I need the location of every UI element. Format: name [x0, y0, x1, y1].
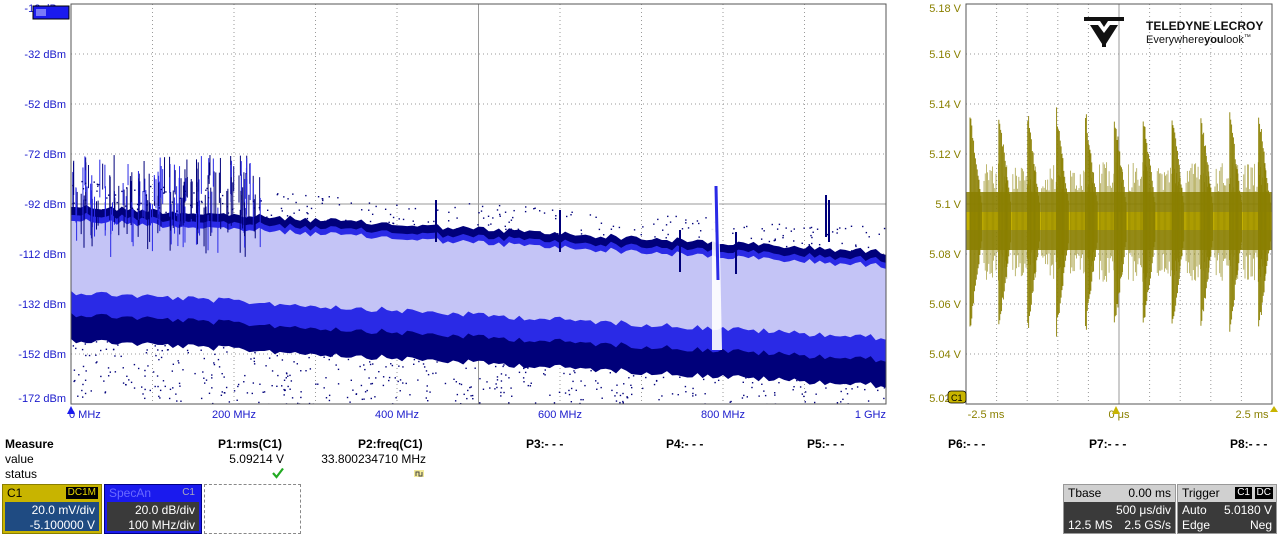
- spectrum-x-label: 800 MHz: [701, 409, 745, 421]
- spectrum-x-label: 400 MHz: [375, 409, 419, 421]
- param-p7-name[interactable]: P7:- - -: [1089, 437, 1127, 451]
- timebase-delay: 0.00 ms: [1128, 486, 1171, 500]
- param-p3-name[interactable]: P3:- - -: [526, 437, 564, 451]
- channel-coupling-badge: DC1M: [65, 487, 98, 499]
- spectrum-y-label: -132 dBm: [18, 299, 66, 311]
- trigger-descriptor[interactable]: Trigger C1 DC Auto 5.0180 V Edge Neg: [1177, 484, 1277, 534]
- spectrum-y-label: -32 dBm: [24, 49, 66, 61]
- trigger-level: 5.0180 V: [1223, 503, 1272, 517]
- waveform-y-label: 5.08 V: [929, 249, 961, 261]
- spectrum-x-axis: 0 MHz 200 MHz 400 MHz 600 MHz 800 MHz 1 GHz: [69, 409, 886, 421]
- spectrum-y-axis: -12 dBm-32 dBm-52 dBm-72 dBm-92 dBm-112 …: [18, 3, 66, 405]
- timebase-samples: 12.5 MS: [1068, 518, 1113, 532]
- channel-offset-marker[interactable]: C1: [947, 390, 967, 404]
- waveform-y-label: 5.16 V: [929, 49, 961, 61]
- waveform-y-axis: 5.18 V 5.16 V 5.14 V 5.12 V 5.1 V 5.08 V 5.06 …: [929, 3, 961, 405]
- waveform-x-label: -2.5 ms: [968, 409, 1005, 421]
- svg-text:C1: C1: [951, 393, 963, 403]
- specan-source: C1: [180, 487, 197, 499]
- timebase-descriptor[interactable]: Tbase 0.00 ms 500 μs/div 12.5 MS 2.5 GS/…: [1063, 484, 1176, 534]
- param-p8-name[interactable]: P8:- - -: [1230, 437, 1268, 451]
- trigger-level-marker: [1270, 406, 1278, 412]
- spectrum-y-label: -172 dBm: [18, 393, 66, 405]
- timebase-tdiv: 500 μs/div: [1116, 503, 1171, 517]
- param-p6-name[interactable]: P6:- - -: [948, 437, 986, 451]
- spectrum-frame: [70, 3, 887, 405]
- scope-display: -12 dBm-32 dBm-52 dBm-72 dBm-92 dBm-112 …: [18, 3, 1278, 421]
- measure-table: Measure P1:rms(C1) P2:freq(C1) P3:- - - …: [0, 436, 1280, 482]
- specan-name: SpecAn: [109, 486, 152, 500]
- waveform-y-label: 5.14 V: [929, 99, 961, 111]
- waveform-y-label: 5.18 V: [929, 3, 961, 15]
- trigger-coupling-badge: DC: [1254, 487, 1273, 499]
- param-p5-name[interactable]: P5:- - -: [807, 437, 845, 451]
- param-p1-value: 5.09214 V: [229, 452, 284, 466]
- timebase-rate: 2.5 GS/s: [1124, 518, 1171, 532]
- descriptor-panels: C1 DC1M 20.0 mV/div -5.100000 V SpecAn C…: [0, 482, 1280, 534]
- param-p2-name[interactable]: P2:freq(C1): [358, 437, 423, 451]
- spectrum-y-label: -52 dBm: [24, 99, 66, 111]
- specan-scale: 20.0 dB/div: [134, 503, 195, 517]
- channel-offset: -5.100000 V: [29, 518, 95, 532]
- waveform-y-label: 5.04 V: [929, 349, 961, 361]
- spectrum-trace-label[interactable]: [32, 5, 70, 20]
- spectrum-x-label: 0 MHz: [69, 409, 101, 421]
- waveform-x-label: 0 μs: [1108, 409, 1130, 421]
- trigger-mode: Auto: [1182, 503, 1207, 517]
- specan-span: 100 MHz/div: [128, 518, 195, 532]
- zero-frequency-marker: [67, 406, 75, 414]
- spectrum-y-label: -152 dBm: [18, 349, 66, 361]
- empty-descriptor-slot[interactable]: [204, 484, 301, 534]
- specan-descriptor[interactable]: SpecAn C1 20.0 dB/div 100 MHz/div: [104, 484, 202, 534]
- waveform-y-label: 5.06 V: [929, 299, 961, 311]
- spectrum-y-label: -112 dBm: [19, 249, 66, 261]
- spectrum-trace: [71, 155, 886, 404]
- param-p1-status-ok-icon: [272, 467, 284, 482]
- trigger-type: Edge: [1182, 518, 1211, 532]
- status-row-label: status: [5, 467, 38, 481]
- spectrum-x-label: 600 MHz: [538, 409, 582, 421]
- waveform-x-axis: -2.5 ms 0 μs 2.5 ms: [968, 409, 1269, 421]
- spectrum-x-label: 200 MHz: [212, 409, 256, 421]
- trigger-slope: Neg: [1249, 518, 1272, 532]
- trigger-label: Trigger: [1182, 486, 1220, 500]
- channel-c1-descriptor[interactable]: C1 DC1M 20.0 mV/div -5.100000 V: [2, 484, 102, 534]
- param-p2-value: 33.800234710 MHz: [321, 452, 426, 466]
- spectrum-y-label: -92 dBm: [24, 199, 66, 211]
- value-row-label: value: [5, 452, 34, 466]
- measure-header: Measure: [5, 437, 54, 451]
- logo-brand-text: TELEDYNE LECROY: [1146, 19, 1263, 33]
- spectrum-x-label: 1 GHz: [855, 409, 886, 421]
- waveform-y-label: 5.1 V: [935, 199, 961, 211]
- channel-vdiv: 20.0 mV/div: [31, 503, 95, 517]
- waveform-x-label: 2.5 ms: [1235, 409, 1269, 421]
- teledyne-lecroy-logo: TELEDYNE LECROY Everywhereyoulook™: [1084, 17, 1263, 47]
- waveform-trace: [966, 107, 1272, 337]
- param-p2-status-warn-icon: [413, 467, 425, 482]
- logo-tagline: Everywhereyoulook™: [1146, 34, 1251, 46]
- trigger-position-marker: [1112, 406, 1120, 414]
- waveform-y-label: 5.12 V: [929, 149, 961, 161]
- spectrum-y-label: -72 dBm: [24, 149, 66, 161]
- waveform-frame: [965, 3, 1273, 405]
- trigger-source-badge: C1: [1235, 487, 1252, 499]
- channel-name: C1: [7, 486, 23, 500]
- timebase-label: Tbase: [1068, 486, 1102, 500]
- param-p1-name[interactable]: P1:rms(C1): [218, 437, 283, 451]
- param-p4-name[interactable]: P4:- - -: [666, 437, 704, 451]
